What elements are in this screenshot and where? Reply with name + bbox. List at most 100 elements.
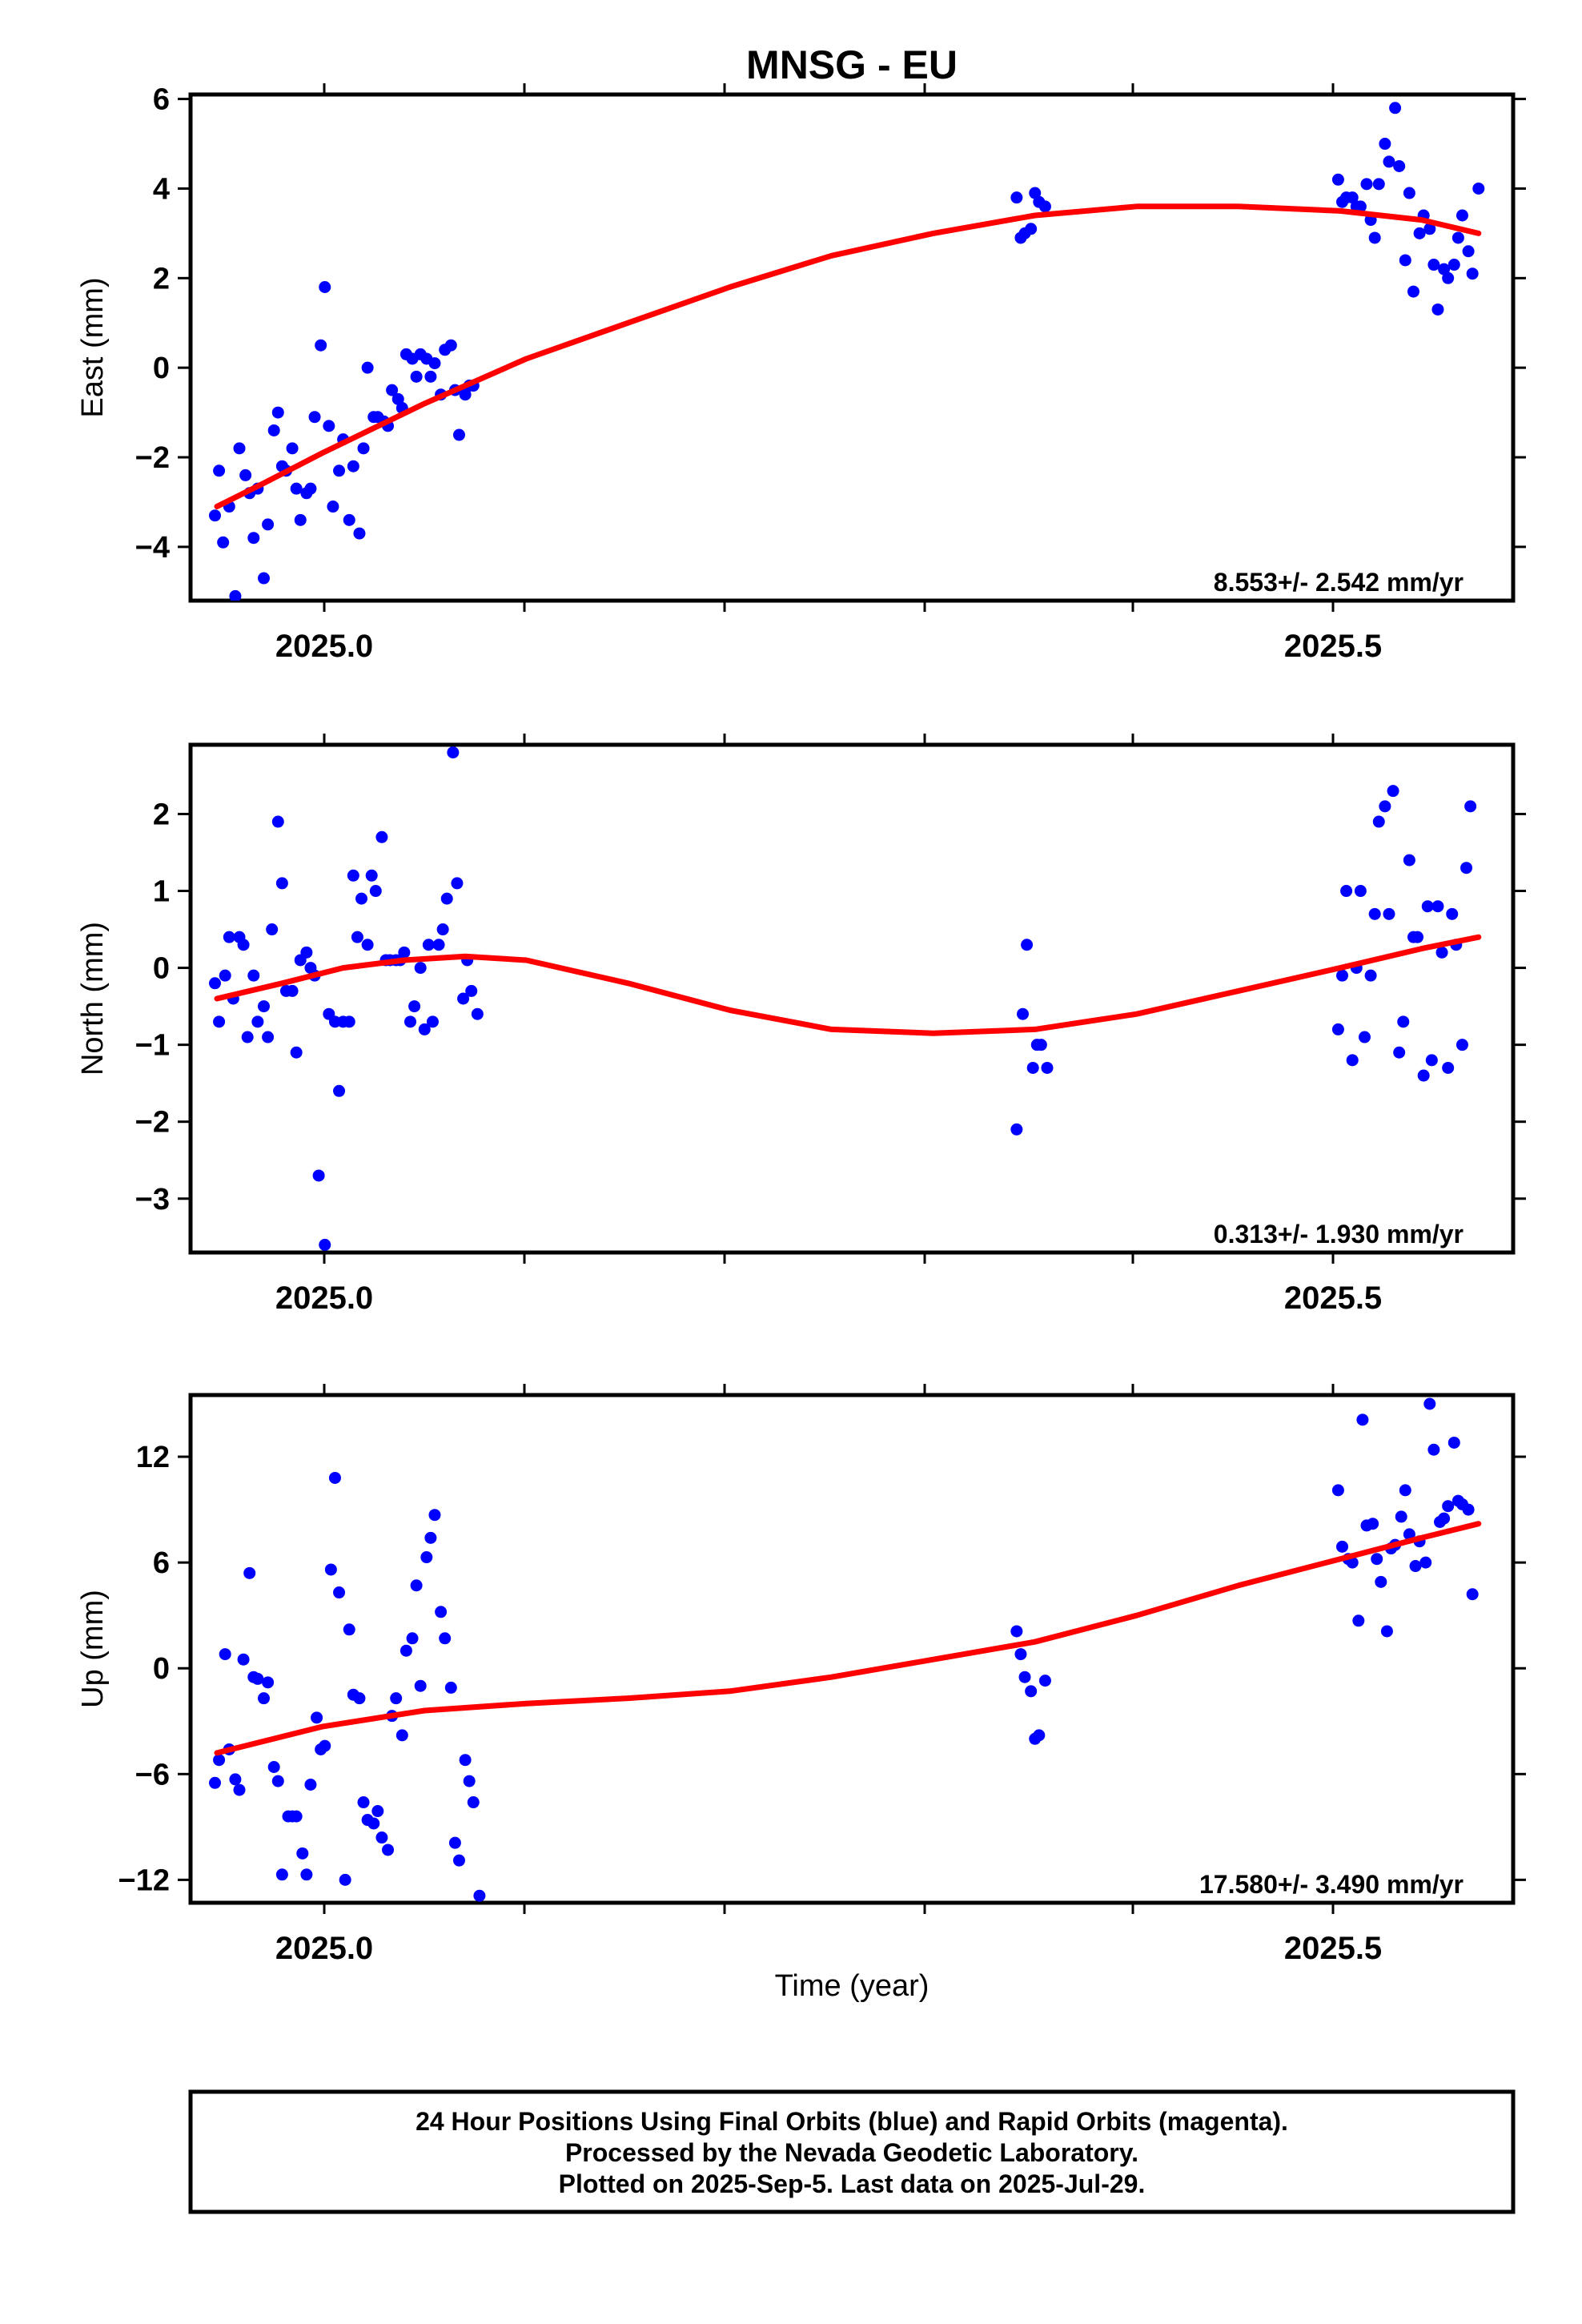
y-tick-label: 6: [153, 83, 170, 117]
y-tick-label: 1: [153, 875, 170, 909]
data-point: [435, 1606, 448, 1618]
data-point: [219, 1648, 231, 1661]
data-point: [1379, 138, 1391, 151]
data-point: [1462, 1503, 1475, 1516]
data-point: [333, 1586, 346, 1599]
data-point: [1038, 200, 1051, 213]
data-point: [1010, 191, 1023, 204]
data-point: [1346, 191, 1359, 204]
data-points: [208, 746, 1477, 1251]
data-point: [452, 428, 465, 441]
data-point: [1372, 815, 1385, 828]
data-point: [357, 1796, 370, 1809]
data-point: [422, 939, 435, 951]
data-point: [1431, 900, 1444, 913]
y-tick-label: 0: [153, 1652, 170, 1686]
data-point: [459, 1754, 472, 1767]
data-point: [1409, 1560, 1422, 1573]
data-point: [343, 1623, 355, 1636]
data-point: [1438, 1512, 1451, 1525]
data-point: [1403, 187, 1415, 199]
data-point: [213, 464, 226, 477]
data-point: [271, 406, 284, 419]
caption-line-3: Plotted on 2025-Sep-5. Last data on 2025…: [559, 2169, 1146, 2198]
data-points: [208, 1397, 1479, 1902]
data-point: [1399, 254, 1411, 267]
data-point: [213, 1754, 226, 1767]
data-point: [414, 962, 427, 975]
data-point: [333, 1084, 346, 1097]
data-point: [1336, 969, 1349, 982]
data-point: [428, 357, 441, 370]
data-point: [1375, 1575, 1387, 1588]
data-point: [1364, 969, 1377, 982]
data-point: [1346, 1556, 1359, 1569]
data-point: [1340, 885, 1353, 898]
data-point: [208, 1776, 221, 1789]
x-tick-label: 2025.0: [275, 1931, 373, 1966]
panel-1: −4 −2 0 2 4 6 2025.0 2025.5 East (mm) 8.553+/- 2.…: [76, 83, 1526, 664]
data-point: [367, 1817, 380, 1830]
data-point: [1021, 939, 1034, 951]
data-point: [418, 1023, 431, 1035]
data-point: [471, 1007, 484, 1020]
x-tick-label: 2025.0: [275, 1281, 373, 1316]
data-point: [371, 1805, 384, 1818]
data-point: [1442, 271, 1455, 284]
data-point: [257, 1000, 270, 1013]
data-point: [312, 1169, 325, 1182]
data-point: [1354, 200, 1367, 213]
data-point: [1403, 854, 1415, 866]
data-point: [290, 1046, 303, 1059]
data-point: [233, 442, 246, 455]
data-point: [262, 518, 275, 531]
rate-annotation: 8.553+/- 2.542 mm/yr: [1214, 568, 1464, 597]
y-axis-label: Up (mm): [76, 1590, 110, 1708]
data-point: [315, 339, 327, 352]
data-point: [1010, 1625, 1023, 1638]
data-point: [327, 501, 339, 513]
data-point: [1026, 1061, 1039, 1074]
data-point: [1372, 178, 1385, 191]
data-point: [1407, 285, 1419, 298]
data-point: [343, 1015, 355, 1028]
data-point: [391, 392, 404, 405]
y-axis-label: North (mm): [76, 922, 110, 1076]
data-point: [328, 1471, 341, 1484]
data-point: [1331, 1484, 1344, 1497]
data-point: [1447, 1436, 1460, 1449]
data-point: [1460, 862, 1473, 875]
data-point: [436, 923, 449, 936]
data-point: [257, 1692, 270, 1705]
data-point: [1438, 263, 1451, 275]
plot-frame: [188, 742, 1516, 1255]
data-point: [286, 442, 299, 455]
data-point: [361, 939, 374, 951]
data-point: [444, 339, 457, 352]
data-point: [1029, 187, 1042, 199]
data-point: [251, 1015, 264, 1028]
data-point: [1368, 907, 1381, 920]
data-point: [1368, 231, 1381, 244]
data-point: [1413, 227, 1426, 239]
data-point: [369, 885, 382, 898]
data-point: [324, 1563, 337, 1576]
data-point: [386, 384, 399, 396]
data-point: [1367, 1518, 1379, 1530]
data-point: [275, 1868, 288, 1881]
data-point: [1464, 800, 1477, 813]
x-tick-label: 2025.5: [1284, 1931, 1382, 1966]
data-point: [1387, 785, 1399, 798]
data-point: [294, 513, 307, 526]
data-point: [239, 468, 252, 481]
data-point: [300, 1868, 313, 1881]
y-tick-label: 2: [153, 262, 170, 296]
data-point: [1352, 1614, 1365, 1627]
y-axis-label: East (mm): [76, 277, 110, 417]
data-point: [243, 1566, 256, 1579]
data-point: [223, 931, 235, 943]
x-axis-label: Time (year): [775, 1969, 930, 2003]
data-point: [1379, 800, 1391, 813]
rate-annotation: 0.313+/- 1.930 mm/yr: [1214, 1220, 1464, 1248]
data-point: [1383, 907, 1395, 920]
